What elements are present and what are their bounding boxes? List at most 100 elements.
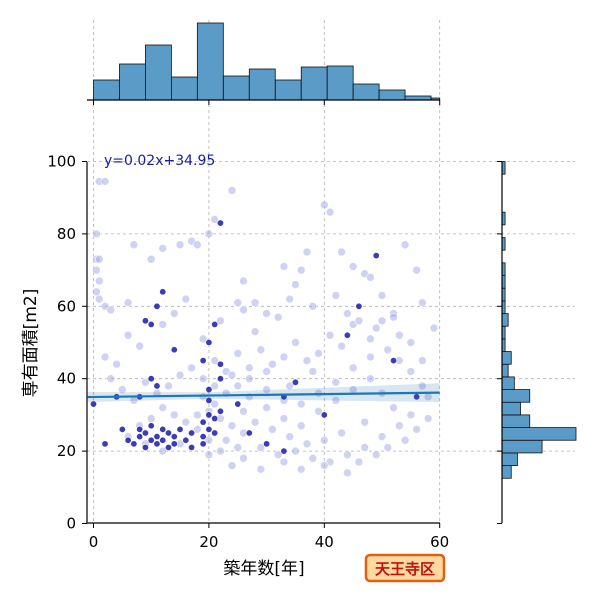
scatter-point	[135, 341, 144, 351]
scatter-point	[211, 429, 219, 437]
scatter-point	[216, 375, 224, 383]
scatter-point	[169, 410, 179, 420]
scatter-point	[141, 443, 149, 451]
scatter-point	[371, 323, 381, 333]
x-histogram-bar	[326, 65, 354, 101]
scatter-point	[325, 330, 335, 340]
x-tick-label: 60	[430, 533, 449, 551]
scatter-point	[227, 461, 237, 470]
scatter-point	[377, 316, 387, 326]
scatter-point	[245, 429, 253, 437]
scatter-point	[285, 381, 294, 391]
scatter-point	[314, 406, 323, 416]
scatter-point	[234, 400, 242, 408]
scatter-point	[279, 457, 289, 467]
scatter-point	[153, 302, 161, 310]
scatter-point	[280, 447, 288, 455]
scatter-point	[343, 468, 352, 478]
scatter-point	[250, 417, 260, 427]
scatter-point	[147, 375, 155, 383]
x-histogram-bar	[170, 76, 198, 101]
scatter-point	[239, 406, 248, 416]
scatter-point	[210, 356, 219, 365]
scatter-point	[94, 254, 104, 264]
scatter-point	[256, 345, 266, 355]
x-histogram-bar	[145, 44, 172, 101]
scatter-point	[412, 425, 421, 434]
scatter-point	[268, 359, 277, 369]
scatter-point	[366, 374, 375, 384]
y-tick-label: 80	[57, 225, 76, 243]
scatter-point	[216, 446, 225, 456]
district-badge: 天王寺区	[364, 553, 446, 583]
scatter-point	[90, 400, 98, 408]
axes	[86, 99, 503, 524]
scatter-point	[343, 450, 352, 460]
scatter-point	[233, 443, 243, 452]
scatter-point	[100, 177, 110, 186]
scatter-point	[199, 440, 207, 448]
scatter-point	[377, 291, 387, 300]
scatter-point	[141, 429, 149, 437]
y-axis-title: 専有面積[m2]	[21, 289, 41, 398]
scatter-point	[227, 370, 237, 380]
scatter-point	[193, 240, 202, 250]
scatter-point	[366, 334, 375, 344]
scatter-point	[285, 294, 294, 304]
scatter-point	[325, 207, 335, 217]
y-histogram-bar	[501, 414, 531, 428]
scatter-point	[129, 240, 139, 250]
regression-equation: y=0.02x+34.95	[104, 153, 215, 169]
scatter-point	[262, 403, 271, 412]
scatter-point	[371, 450, 381, 460]
scatter-point	[296, 464, 306, 474]
x-tick-label: 40	[315, 533, 334, 551]
scatter-point	[216, 360, 224, 368]
x-histogram-bar	[300, 66, 328, 101]
y-tick-label: 40	[57, 370, 76, 388]
scatter-point	[239, 305, 248, 315]
scatter-point	[360, 417, 369, 427]
regression-layer	[87, 383, 440, 403]
scatter-point	[227, 421, 237, 431]
scatter-point	[204, 435, 214, 445]
scatter-point	[159, 288, 167, 296]
scatter-point	[170, 433, 178, 441]
scatter-point	[279, 414, 289, 423]
scatter-point	[123, 330, 133, 340]
y-tick-label: 100	[47, 153, 76, 171]
scatter-point	[291, 280, 300, 289]
scatter-point	[262, 309, 271, 318]
y-marginal-histogram	[501, 161, 577, 479]
scatter-point	[366, 352, 375, 362]
scatter-point	[244, 374, 254, 384]
scatter-point	[147, 422, 155, 430]
scatter-point	[348, 363, 358, 373]
x-tick-label: 0	[89, 533, 99, 551]
scatter-point	[106, 374, 116, 384]
scatter-point	[418, 381, 427, 391]
y-histogram-bar	[501, 465, 512, 479]
scatter-point	[233, 381, 243, 391]
scatter-point	[423, 414, 433, 423]
scatter-point	[389, 312, 398, 322]
scatter-point	[170, 346, 178, 354]
scatter-point	[314, 349, 323, 358]
scatter-point	[216, 316, 225, 326]
scatter-point	[279, 262, 289, 271]
x-histogram-bar	[119, 63, 146, 101]
x-histogram-bar	[352, 83, 380, 101]
scatter-point	[188, 429, 196, 437]
y-histogram-bar	[501, 427, 577, 441]
scatter-point	[153, 433, 161, 441]
x-axis-title: 築年数[年]	[223, 559, 304, 579]
scatter-point	[100, 352, 110, 362]
y-histogram-bar	[501, 376, 515, 390]
scatter-point	[406, 410, 416, 420]
scatter-point	[92, 287, 101, 297]
scatter-point	[320, 411, 328, 419]
y-histogram-bar	[501, 389, 531, 403]
scatter-point	[210, 215, 219, 224]
y-histogram-bar	[501, 401, 521, 416]
